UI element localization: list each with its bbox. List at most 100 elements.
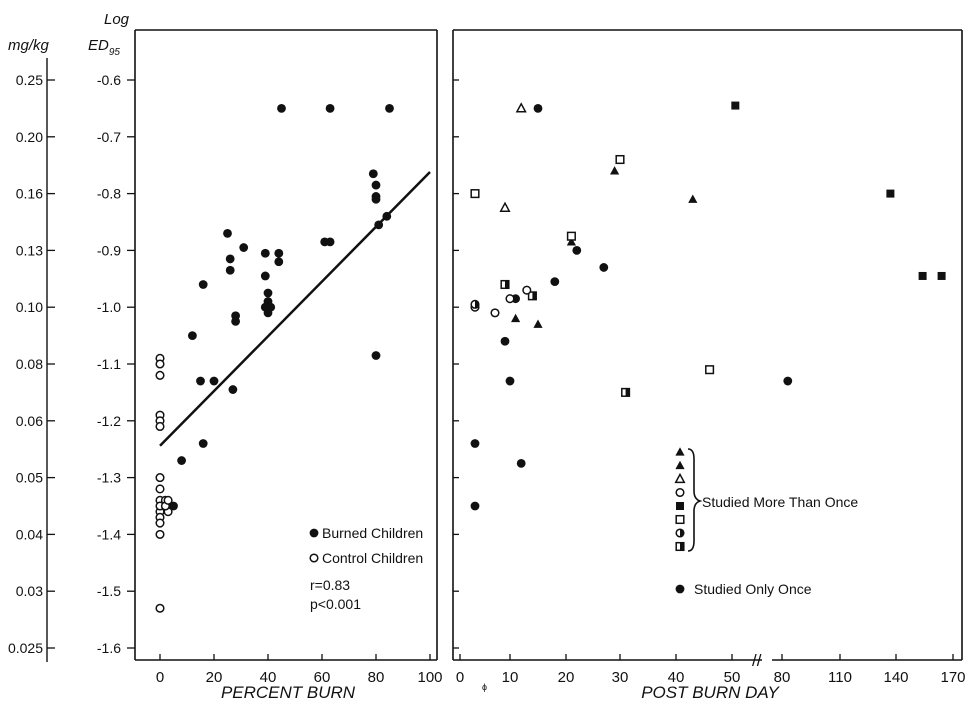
burned-children-point [198, 439, 208, 448]
burned-children-point [371, 351, 381, 360]
legend-marker-filled-triangle [675, 460, 685, 470]
x-tick-label-right: 50 [724, 669, 741, 686]
legend-marker-open-triangle [674, 472, 686, 484]
control-children-point [155, 370, 165, 380]
y-tick-label-mgkg: 0.03 [16, 583, 43, 599]
x-tick-label-right: 0 [456, 669, 464, 686]
studied-once-point [500, 336, 510, 346]
burned-children-point [228, 385, 238, 394]
legend-only-once-label: Studied Only Once [694, 581, 812, 597]
studied-once-point [470, 501, 480, 511]
y-tick-label-log: -1.4 [97, 526, 121, 542]
studied-once-point [505, 376, 515, 386]
studied-once-point [533, 104, 543, 113]
legend-marker-half-square [675, 541, 685, 552]
studied-repeat-point-half-square [621, 387, 631, 397]
studied-repeat-point-open-triangle [499, 201, 511, 212]
x-tick-label-right: 40 [668, 669, 685, 686]
burned-children-point [198, 280, 208, 289]
x-tick-label-right: 20 [558, 669, 575, 686]
burned-children-point [263, 308, 273, 318]
burned-children-point [177, 456, 187, 465]
x-tick-label-right: 80 [774, 669, 791, 686]
x-tick-label-left: 80 [368, 669, 385, 686]
y-axis-title-ed-subscript: 95 [109, 47, 121, 58]
studied-repeat-point-filled-triangle [610, 166, 620, 175]
studied-once-point [599, 263, 609, 272]
points-layer [155, 101, 946, 613]
studied-repeat-point-half-square [527, 291, 537, 301]
studied-repeat-point-filled-triangle [533, 319, 543, 328]
x-tick-label-right: 10 [502, 669, 519, 686]
burned-children-point [368, 169, 378, 179]
studied-repeat-point-filled-square [918, 271, 927, 280]
studied-repeat-point-open-triangle [515, 102, 527, 113]
y-tick-label-mgkg: 0.08 [16, 356, 43, 372]
y-tick-label-mgkg: 0.05 [16, 470, 43, 486]
burned-children-point [169, 501, 178, 511]
x-tick-label-right: 30 [612, 669, 629, 686]
y-tick-label-mgkg: 0.13 [16, 242, 43, 258]
legend-marker-open-square [675, 514, 685, 525]
studied-repeat-point-filled-square [731, 101, 740, 110]
x-axis-title-right: POST BURN DAY [641, 683, 780, 702]
y-tick-label-log: -0.6 [97, 72, 121, 88]
burned-children-point [239, 243, 249, 252]
y-tick-label-log: -1.0 [97, 299, 121, 315]
control-children-point [155, 473, 165, 483]
burned-children-point [196, 376, 205, 386]
legend-burned-marker [309, 528, 319, 538]
studied-repeat-point-half-square [500, 279, 510, 290]
studied-repeat-point-filled-triangle [688, 194, 698, 203]
studied-once-point [516, 459, 526, 468]
studied-repeat-point-filled-square [937, 271, 946, 280]
studied-repeat-point-open-circle [522, 285, 532, 295]
y-tick-label-log: -1.5 [97, 583, 121, 599]
y-tick-label-mgkg: 0.20 [16, 129, 43, 145]
x-axis-break-mark: // [752, 651, 762, 670]
legend-control-label: Control Children [322, 550, 423, 566]
control-children-point [155, 484, 165, 494]
control-children-point [155, 359, 165, 369]
legend-only-once-marker [675, 584, 685, 594]
studied-repeat-point-open-circle [490, 308, 500, 318]
y-axis-title-mgkg: mg/kg [8, 37, 50, 54]
burned-children-point [385, 104, 394, 113]
legend-marker-filled-square [676, 502, 684, 510]
y-axis-title-ed95: ED95 [88, 37, 120, 58]
legend-brace [687, 448, 703, 552]
burned-children-point [371, 194, 381, 204]
burned-children-point [274, 248, 284, 258]
y-axis-title-log: Log [104, 11, 130, 28]
x-tick-label-left: 60 [314, 669, 331, 686]
burned-children-point [263, 288, 273, 298]
x-tick-label-right: 140 [883, 669, 908, 686]
studied-once-point [470, 439, 480, 448]
y-tick-label-mgkg: 0.06 [16, 413, 43, 429]
x-tick-label-right: 110 [828, 669, 852, 686]
legend-marker-open-circle [675, 487, 685, 498]
burned-children-point [274, 257, 284, 267]
control-children-point [155, 529, 165, 539]
burned-children-point [382, 211, 392, 221]
studied-repeat-point-open-square [615, 154, 625, 165]
y-tick-label-log: -0.8 [97, 186, 121, 202]
legend-more-than-once-markers [674, 447, 686, 552]
x-tick-label-right: 170 [940, 669, 965, 686]
legend-marker-filled-triangle [675, 447, 685, 456]
legend-burned-label: Burned Children [322, 525, 423, 541]
y-tick-label-log: -0.7 [97, 129, 121, 145]
legend-control-marker [309, 553, 319, 563]
studied-repeat-point-filled-square [886, 189, 895, 198]
control-children-point [155, 603, 165, 613]
x-axis-title-left: PERCENT BURN [221, 683, 356, 702]
control-children-point [155, 421, 165, 432]
burned-children-point [374, 220, 384, 230]
control-children-point [155, 518, 165, 528]
legend-marker-half-circle [675, 528, 685, 538]
control-children-point [163, 495, 173, 505]
burned-children-point [225, 265, 235, 275]
x-tick-label-left: 0 [156, 669, 164, 686]
y-tick-label-mgkg: 0.16 [16, 186, 43, 202]
studied-once-point [550, 277, 560, 287]
